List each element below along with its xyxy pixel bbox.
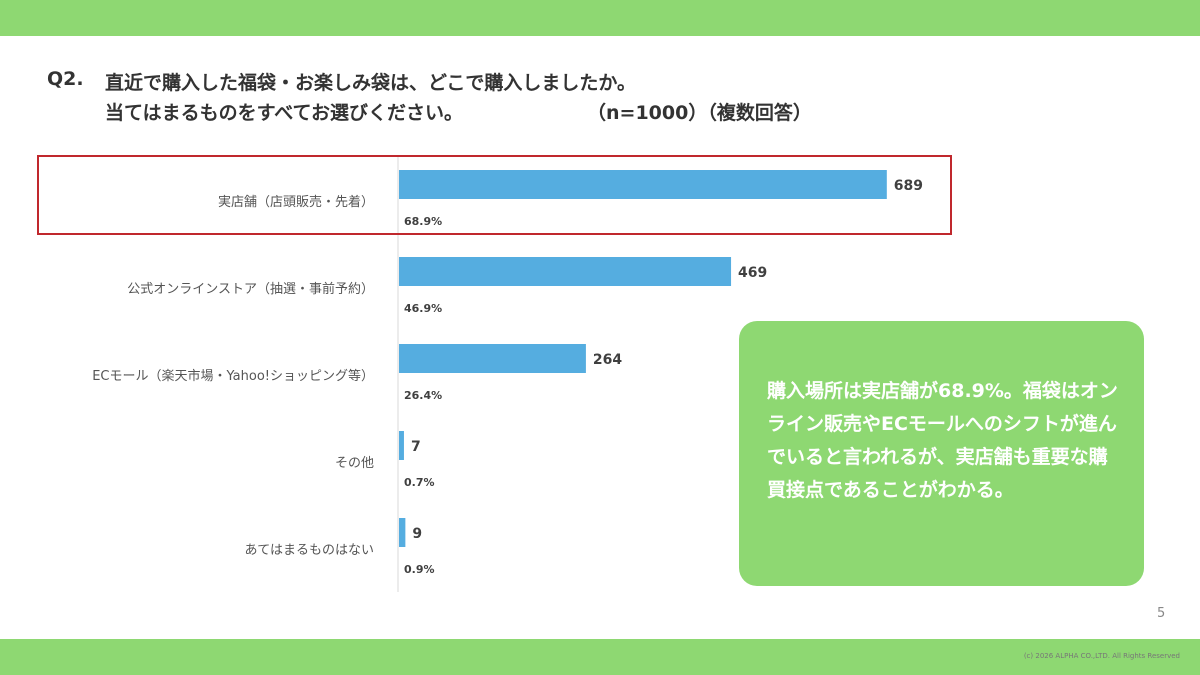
summary-callout-text: 購入場所は実店舗が68.9%。福袋はオンライン販売やECモールへのシフトが進んで… <box>767 380 1118 501</box>
category-label-3: その他 <box>335 456 374 471</box>
question-number: Q2. <box>47 68 84 90</box>
bar-0 <box>399 170 887 199</box>
bar-1 <box>399 257 732 286</box>
percent-label-4: 0.9% <box>404 563 435 576</box>
question-sample-meta: （n=1000）（複数回答） <box>587 102 812 124</box>
value-label-2: 264 <box>593 352 622 368</box>
bar-3 <box>399 431 404 460</box>
percent-label-1: 46.9% <box>404 302 442 315</box>
copyright-notice: (c) 2026 ALPHA CO.,LTD. All Rights Reser… <box>1023 652 1180 660</box>
percent-label-0: 68.9% <box>404 215 442 228</box>
category-label-4: あてはまるものはない <box>245 543 374 558</box>
bottom-footer-band <box>0 639 1200 675</box>
page-number: 5 <box>1157 606 1166 621</box>
category-label-1: 公式オンラインストア（抽選・事前予約） <box>127 281 374 297</box>
category-label-2: ECモール（楽天市場・Yahoo!ショッピング等） <box>92 368 374 384</box>
category-label-0: 実店舗（店頭販売・先着） <box>218 194 374 210</box>
percent-label-3: 0.7% <box>404 476 435 489</box>
summary-callout: 購入場所は実店舗が68.9%。福袋はオンライン販売やECモールへのシフトが進んで… <box>739 321 1144 586</box>
value-label-4: 9 <box>412 526 422 542</box>
question-text-line2: 当てはまるものをすべてお選びください。 <box>105 102 463 124</box>
question-text-line1: 直近で購入した福袋・お楽しみ袋は、どこで購入しましたか。 <box>105 72 637 94</box>
bar-4 <box>399 518 406 547</box>
bar-2 <box>399 344 586 373</box>
value-label-1: 469 <box>738 265 767 281</box>
value-label-3: 7 <box>411 439 421 455</box>
top-header-band <box>0 0 1200 36</box>
percent-label-2: 26.4% <box>404 389 442 402</box>
highlight-frame-first-category <box>37 155 952 235</box>
chart-marks: 実店舗（店頭販売・先着） 689 68.9% 公式オンラインストア（抽選・事前予約） 4… <box>92 170 923 576</box>
value-label-0: 689 <box>894 178 923 194</box>
